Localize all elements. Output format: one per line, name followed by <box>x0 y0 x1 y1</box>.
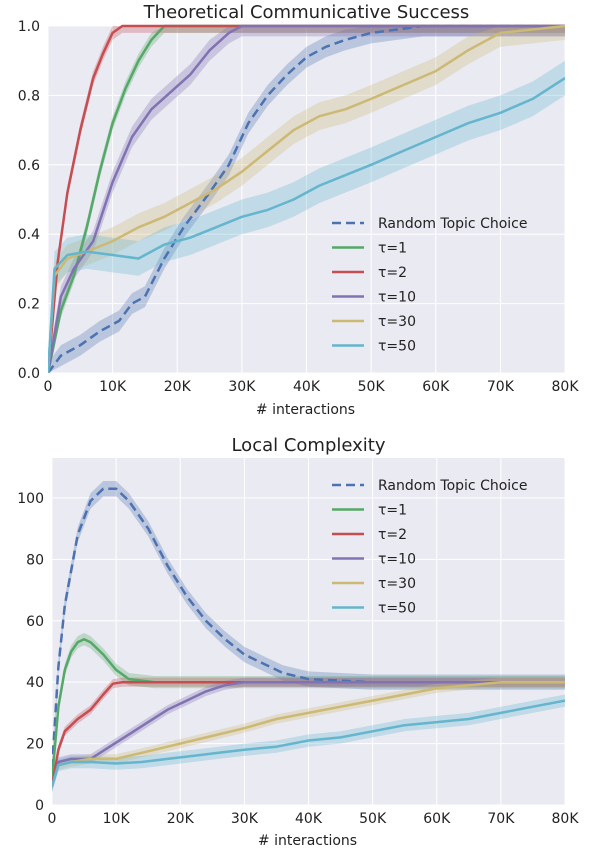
chart1: 0 10K 20K 30K 40K 50K 60K 70K 80K 0.0 0.2 0.4 0.6 0.8… <box>18 2 580 418</box>
chart1-xtick-label: 20K <box>164 379 192 395</box>
chart1-xlabel: # interactions <box>256 402 355 418</box>
chart2: 0 10K 20K 30K 40K 50K 60K 70K 80K 0 20 40 60 80 100 Loc… <box>17 435 579 849</box>
chart2-ytick-label: 40 <box>26 675 44 691</box>
chart1-legend-label-1: Random Topic Choice <box>378 216 528 232</box>
chart1-series-band-6 <box>48 60 565 373</box>
chart2-legend-label-6: τ=50 <box>378 601 416 617</box>
chart2-xtick-label: 20K <box>167 811 195 827</box>
chart2-legend-label-1: Random Topic Choice <box>378 478 528 494</box>
chart2-xtick-label: 80K <box>552 811 580 827</box>
chart1-ytick-label: 1.0 <box>18 19 40 35</box>
chart2-legend: Random Topic Choice τ=1 τ=2 τ=10 τ=30 τ=50 <box>332 478 528 617</box>
chart1-title: Theoretical Communicative Success <box>143 2 470 23</box>
chart2-xtick-label: 10K <box>103 811 131 827</box>
chart2-xlabel: # interactions <box>258 833 357 849</box>
chart2-legend-label-5: τ=30 <box>378 576 416 592</box>
chart2-ytick-label: 60 <box>26 614 44 630</box>
chart1-series-line-6 <box>48 77 565 373</box>
chart1-xtick-label: 80K <box>552 379 580 395</box>
chart2-legend-label-3: τ=2 <box>378 527 407 543</box>
chart2-legend-label-4: τ=10 <box>378 552 416 568</box>
chart2-xtick-label: 0 <box>48 811 57 827</box>
chart1-series-line-3 <box>48 24 565 373</box>
chart2-xtick-label: 40K <box>295 811 323 827</box>
chart1-series-line-2 <box>48 24 565 373</box>
chart2-xtick-label: 50K <box>359 811 387 827</box>
chart2-series-line-1 <box>52 487 565 769</box>
chart1-xtick-label: 60K <box>422 379 450 395</box>
chart2-ytick-label: 80 <box>26 552 44 568</box>
chart1-xtick-label: 0 <box>44 379 53 395</box>
chart2-ytick-label: 0 <box>35 798 44 814</box>
chart2-xtick-label: 60K <box>423 811 451 827</box>
chart1-ytick-label: 0.6 <box>18 158 40 174</box>
chart2-legend-label-2: τ=1 <box>378 503 407 519</box>
chart2-series-line-3 <box>52 680 565 787</box>
chart2-xtick-label: 30K <box>231 811 259 827</box>
chart2-xtick-label: 70K <box>487 811 515 827</box>
chart1-legend-label-3: τ=2 <box>378 265 407 281</box>
chart2-series-line-6 <box>52 699 565 787</box>
chart2-series-band-6 <box>52 694 565 793</box>
chart1-series-band-1 <box>48 26 565 373</box>
chart1-xtick-label: 40K <box>293 379 321 395</box>
chart2-series-band-4 <box>52 677 565 792</box>
chart1-series-line-1 <box>48 24 565 373</box>
chart1-ytick-label: 0.4 <box>18 227 40 243</box>
chart1-legend-label-2: τ=1 <box>378 241 407 257</box>
chart1-ytick-label: 0.2 <box>18 297 40 313</box>
chart1-ytick-label: 0.0 <box>18 366 40 382</box>
chart1-xtick-label: 10K <box>99 379 127 395</box>
chart1-xtick-label: 30K <box>228 379 256 395</box>
chart2-ytick-label: 20 <box>26 737 44 753</box>
chart1-legend-label-5: τ=30 <box>378 314 416 330</box>
chart1-legend-label-4: τ=10 <box>378 290 416 306</box>
chart1-series-line-4 <box>48 24 565 373</box>
chart1-xtick-label: 70K <box>487 379 515 395</box>
chart1-legend-label-6: τ=50 <box>378 339 416 355</box>
chart2-title: Local Complexity <box>231 435 385 456</box>
chart1-ytick-label: 0.8 <box>18 88 40 104</box>
chart1-series-line-5 <box>48 24 565 373</box>
chart2-series-line-4 <box>52 680 565 787</box>
chart1-legend: Random Topic Choice τ=1 τ=2 τ=10 τ=30 τ=50 <box>332 216 528 355</box>
chart2-ytick-label: 100 <box>17 491 44 507</box>
chart1-xtick-label: 50K <box>358 379 386 395</box>
chart2-series-line-5 <box>52 680 565 787</box>
